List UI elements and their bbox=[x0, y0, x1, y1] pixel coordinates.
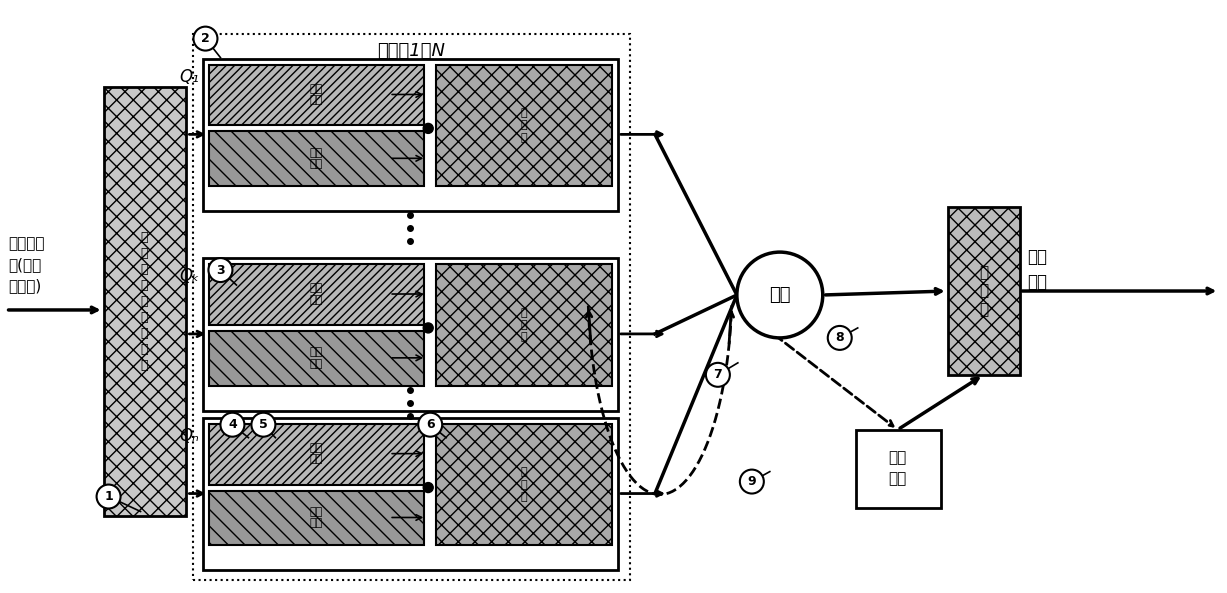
Text: 降维
外观: 降维 外观 bbox=[309, 506, 323, 528]
Circle shape bbox=[252, 413, 275, 436]
Text: 数据包标
识(或存
储地址): 数据包标 识(或存 储地址) bbox=[9, 237, 45, 294]
Text: 5: 5 bbox=[259, 418, 267, 431]
Bar bbox=[204, 59, 618, 211]
Circle shape bbox=[97, 484, 120, 509]
Text: 存储
的包: 存储 的包 bbox=[888, 451, 907, 487]
Text: 7: 7 bbox=[714, 368, 723, 381]
Circle shape bbox=[706, 363, 730, 387]
Bar bbox=[210, 424, 425, 484]
Text: 9: 9 bbox=[747, 475, 756, 488]
Text: 屏蔽
外观: 屏蔽 外观 bbox=[309, 283, 323, 305]
Circle shape bbox=[737, 252, 823, 338]
Text: 实
调
度: 实 调 度 bbox=[979, 265, 988, 317]
Text: 缓
冲
器: 缓 冲 器 bbox=[520, 108, 528, 143]
Circle shape bbox=[423, 123, 433, 133]
Circle shape bbox=[423, 323, 433, 333]
Text: 3: 3 bbox=[216, 263, 225, 276]
Bar bbox=[855, 430, 941, 508]
Text: Qₙ: Qₙ bbox=[179, 427, 200, 445]
Bar bbox=[210, 490, 425, 546]
Text: Qₖ: Qₖ bbox=[179, 267, 200, 285]
Text: 缓
冲
器: 缓 冲 器 bbox=[520, 467, 528, 502]
Bar bbox=[947, 207, 1020, 375]
Text: 6: 6 bbox=[426, 418, 434, 431]
Text: 2: 2 bbox=[201, 32, 210, 45]
Bar bbox=[194, 34, 629, 581]
Circle shape bbox=[209, 258, 232, 282]
Bar bbox=[437, 65, 612, 186]
Circle shape bbox=[194, 27, 217, 50]
Text: 4: 4 bbox=[228, 418, 237, 431]
Circle shape bbox=[221, 413, 244, 436]
Bar bbox=[210, 132, 425, 186]
Bar bbox=[210, 331, 425, 386]
Text: 1: 1 bbox=[104, 490, 113, 503]
Bar bbox=[210, 264, 425, 325]
Text: 降维
外观: 降维 外观 bbox=[309, 347, 323, 369]
Text: 降维
外观: 降维 外观 bbox=[309, 148, 323, 169]
Circle shape bbox=[423, 483, 433, 493]
Text: 屏蔽
外观: 屏蔽 外观 bbox=[309, 443, 323, 464]
Bar bbox=[437, 424, 612, 546]
Text: 屏蔽
外观: 屏蔽 外观 bbox=[309, 84, 323, 106]
Text: 队列组1～N: 队列组1～N bbox=[377, 42, 445, 59]
Circle shape bbox=[418, 413, 442, 436]
Text: Q₁: Q₁ bbox=[179, 68, 200, 85]
Text: 缓
冲
器: 缓 冲 器 bbox=[520, 308, 528, 342]
Bar bbox=[204, 258, 618, 411]
Text: 轮询: 轮询 bbox=[769, 286, 790, 304]
Circle shape bbox=[828, 326, 852, 350]
Bar bbox=[210, 65, 425, 125]
Text: 8: 8 bbox=[836, 331, 844, 345]
Bar bbox=[204, 417, 618, 570]
Text: 波
频
特
征
提
取
或
变
换: 波 频 特 征 提 取 或 变 换 bbox=[141, 231, 148, 372]
Text: 分类
服务: 分类 服务 bbox=[1027, 247, 1048, 291]
Circle shape bbox=[740, 470, 764, 493]
Bar bbox=[437, 264, 612, 386]
Bar bbox=[103, 88, 187, 517]
